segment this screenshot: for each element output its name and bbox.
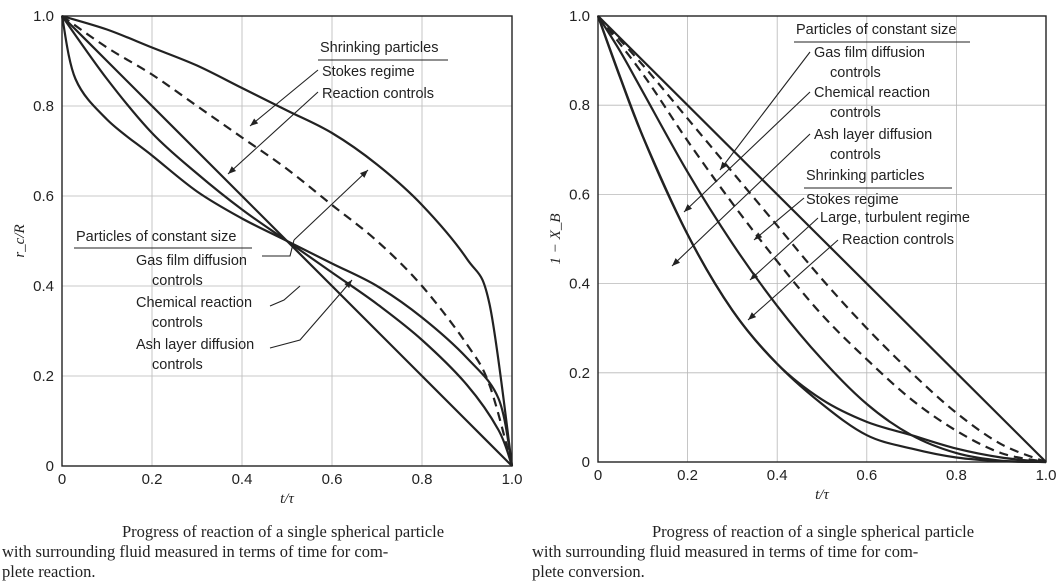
x-axis-title: t/τ [815,487,829,503]
leader-arrow-head [344,280,352,289]
series-1-line [61,14,514,467]
leader-arrow [747,239,839,321]
right-caption-line-2: with surrounding fluid measured in terms… [532,542,919,561]
x-tick-label: 0.8 [946,467,967,484]
y-tick-label: 0.6 [569,186,590,203]
leader-arrow [749,217,819,281]
annotation-group-1-label-3-line-2: controls [830,147,881,163]
leader-arrow [249,69,319,127]
y-tick-label: 0.2 [569,365,590,382]
plot-frame [61,15,513,467]
y-tick-label: 0.8 [33,98,54,115]
series-3-line [61,15,514,467]
leader-line [269,285,301,307]
annotation-group-1-label-1-line-1: Gas film diffusion [814,45,925,61]
annotation-group-1-label-1: Stokes regime [322,64,415,80]
annotation-group-2-label-1-line-2: controls [152,273,203,289]
y-tick-label: 0.8 [569,97,590,114]
left-caption-line-1: Progress of reaction of a single spheric… [122,522,445,541]
annotation-group-1-label-2-line-1: Chemical reaction [814,85,930,101]
series-1-line [597,15,1047,463]
y-tick-label: 0.2 [33,368,54,385]
annotation-group-1-label-3-line-1: Ash layer diffusion [814,127,932,143]
leader-arrow-head [359,170,368,178]
annotation-group-2-label-3-line-1: Ash layer diffusion [136,337,254,353]
series-5-line [60,15,514,467]
left-caption-line-2: with surrounding fluid measured in terms… [2,542,389,561]
annotation-group-1-label-1-line-2: controls [830,65,881,81]
annotation-group-2-label-2: Large, turbulent regime [820,210,970,226]
leader-arrow [683,91,811,213]
leader-arrow [293,169,369,241]
x-axis-title: t/τ [280,491,294,507]
x-tick-label: 0.4 [767,467,788,484]
leader-line [269,293,341,349]
leader-line [262,239,295,257]
annotation-group-2-label-2-line-2: controls [152,315,203,331]
leader-arrow [753,197,805,241]
y-tick-label: 0 [582,454,590,471]
left-caption: Progress of reaction of a single spheric… [2,522,522,582]
leader-arrow-head [672,258,680,266]
plot-frame [597,15,1047,463]
leader-arrow-head [684,204,692,212]
annotation-group-1-label-2-line-2: controls [830,105,881,121]
series-3-line [597,15,1047,464]
leader-arrow [719,51,811,171]
annotation-group-2-title: Particles of constant size [76,229,236,245]
leader-arrow [671,133,811,267]
annotation-group-1-label-2: Reaction controls [322,86,434,102]
y-axis-title: 1 − X_B [548,214,564,265]
annotation-group-2-label-1-line-1: Gas film diffusion [136,253,247,269]
left-chart: 0 0.2 0.4 0.6 0.8 1.0 0 0.2 0.4 0.6 0.8 1.0 t/τ r_c/R… [12,8,522,507]
x-tick-label: 0.6 [856,467,877,484]
x-tick-label: 1.0 [502,471,523,488]
annotation-group-1-title: Particles of constant size [796,22,956,38]
x-tick-label: 0.8 [412,471,433,488]
leader-arrow [227,91,319,175]
x-tick-label: 1.0 [1036,467,1057,484]
annotation-group-2-label-2-line-1: Chemical reaction [136,295,252,311]
x-tick-label: 0.2 [142,471,163,488]
series-2-line [61,15,514,467]
x-tick-label: 0.4 [232,471,253,488]
x-tick-label: 0 [58,471,66,488]
annotation-group-2-label-3-line-2: controls [152,357,203,373]
leader-arrow-head [250,118,259,126]
y-tick-label: 0.6 [33,188,54,205]
right-caption-line-3: plete conversion. [532,562,645,581]
leader-arrow-head [754,232,763,240]
leader-arrow-head [748,312,757,320]
y-tick-label: 1.0 [33,8,54,25]
y-axis-title: r_c/R [12,224,28,257]
series-4-line [597,15,1047,464]
x-tick-label: 0 [594,467,602,484]
right-chart: 0 0.2 0.4 0.6 0.8 1.0 0 0.2 0.4 0.6 0.8 1.0 t/τ 1 − X… [548,8,1056,503]
annotation-group-2-label-3: Reaction controls [842,232,954,248]
series-6-line [596,15,1047,464]
annotation-group-2-label-1: Stokes regime [806,192,899,208]
y-tick-label: 0.4 [33,278,54,295]
leader-arrow-head [228,166,237,174]
leader-arrow-head [750,272,759,280]
right-caption: Progress of reaction of a single spheric… [532,522,1060,582]
left-caption-line-3: plete reaction. [2,562,96,581]
y-tick-label: 0 [46,458,54,475]
right-caption-line-1: Progress of reaction of a single spheric… [652,522,975,541]
annotation-group-1-title: Shrinking particles [320,40,438,56]
y-tick-label: 0.4 [569,276,590,293]
series-5-line [597,15,1047,464]
x-tick-label: 0.6 [322,471,343,488]
x-tick-label: 0.2 [677,467,698,484]
y-tick-label: 1.0 [569,8,590,25]
leader-arrow-head [720,161,728,170]
annotation-group-2-title: Shrinking particles [806,168,924,184]
